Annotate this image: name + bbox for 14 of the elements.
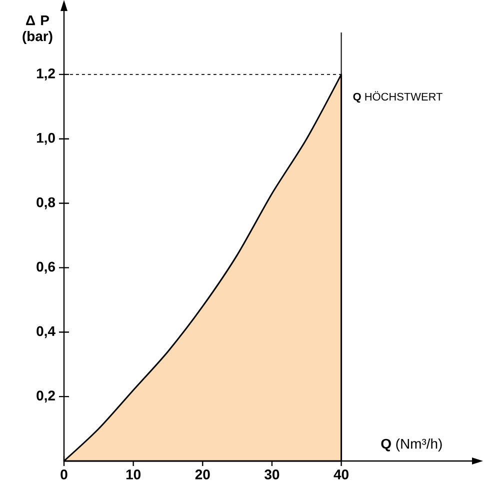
y-tick-label: 0,6 — [36, 262, 55, 274]
annotation: Q HÖCHSTWERT — [353, 91, 442, 103]
y-tick-label: 1,2 — [36, 68, 55, 80]
y-tick-label: 0,2 — [36, 390, 55, 403]
y-tick-label: 0,8 — [36, 197, 56, 210]
y-tick-label: 0,4 — [36, 326, 56, 338]
y-axis-title: Δ P (bar) — [22, 16, 52, 44]
x-tick-label: 20 — [195, 470, 210, 480]
x-tick-label: 30 — [264, 470, 280, 480]
x-tick-label: 10 — [126, 470, 141, 480]
x-tick-label: 0 — [60, 470, 68, 480]
x-axis-title: Q (Nm³/h) — [381, 438, 442, 452]
y-tick-label: 1,0 — [36, 132, 55, 145]
x-tick-label: 40 — [334, 470, 348, 480]
